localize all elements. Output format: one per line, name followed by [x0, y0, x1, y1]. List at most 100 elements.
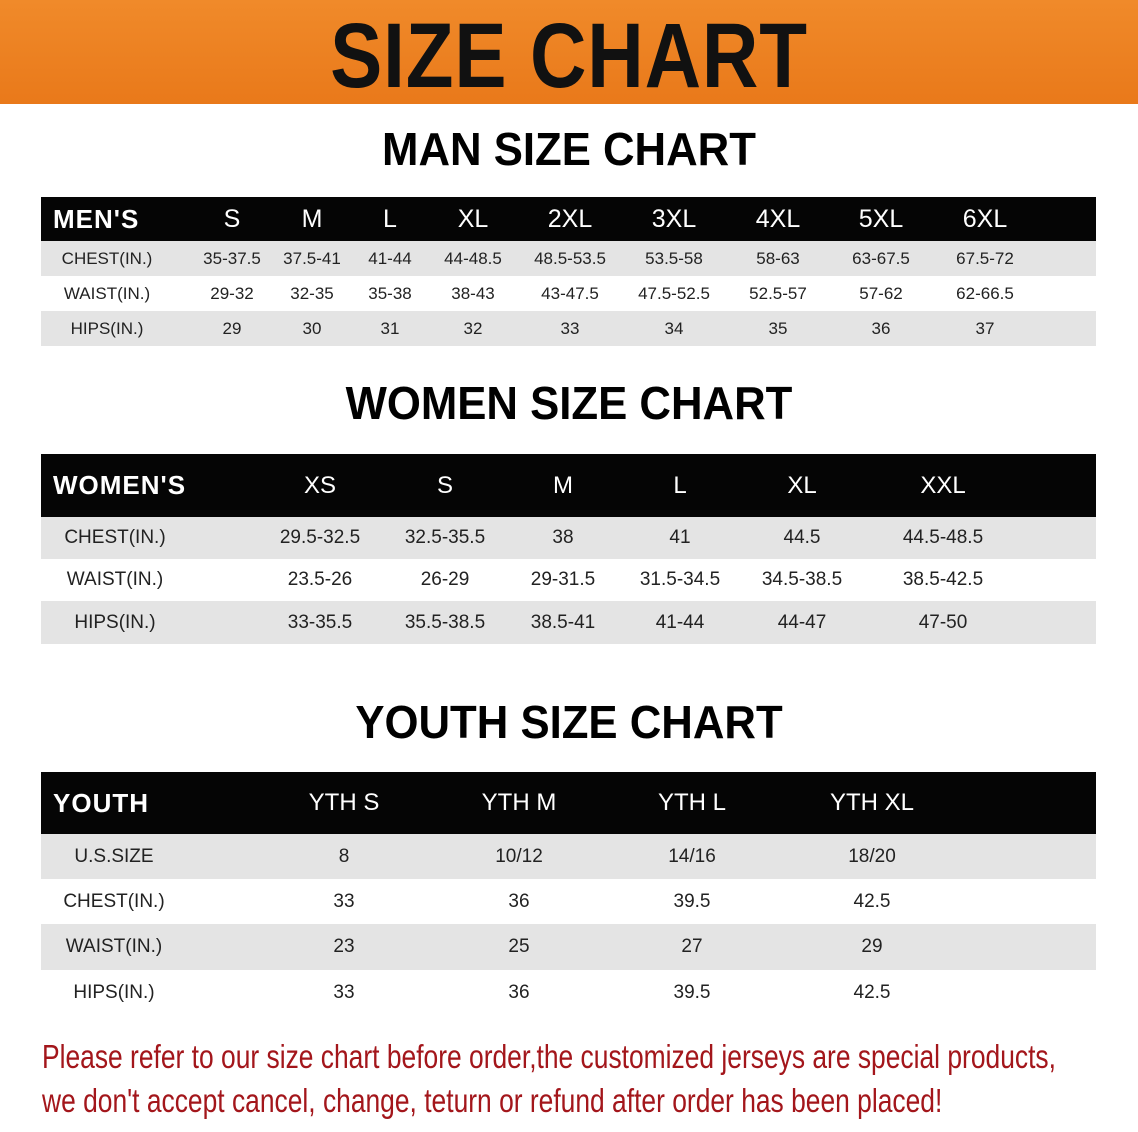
table-cell: 67.5-72 [956, 248, 1014, 268]
table-cell: 29.5-32.5 [279, 527, 361, 548]
table-row: CHEST(IN.) 29.5-32.5 32.5-35.5 38 41 44.5 44.5… [41, 517, 1096, 559]
table-cell: 30 [302, 318, 322, 338]
table-cell: 44-48.5 [444, 248, 502, 268]
table-cell: 41-44 [655, 611, 705, 633]
table-cell: 37.5-41 [283, 248, 341, 268]
notice-line-1: Please refer to our size chart before or… [42, 1038, 1056, 1075]
men-header-row: MEN'S S M L XL 2XL 3XL 4XL 5XL 6XL [41, 197, 1096, 241]
size-column-header: S [223, 204, 241, 233]
table-cell: 33 [333, 890, 355, 912]
table-row: WAIST(IN.) 29-32 32-35 35-38 38-43 43-47.5 47.… [41, 276, 1096, 311]
table-cell: 23 [333, 936, 355, 957]
table-cell: 41-44 [368, 248, 412, 268]
table-cell: 44.5-48.5 [902, 527, 984, 548]
size-column-header: 2XL [547, 204, 593, 233]
size-column-header: M [553, 471, 573, 499]
size-column-header: 4XL [755, 204, 801, 233]
size-column-header: 5XL [858, 204, 904, 233]
table-row: WAIST(IN.) 23.5-26 26-29 29-31.5 31.5-34.5 34… [41, 559, 1096, 601]
women-header-row: WOMEN'S XS S M L XL XXL [41, 454, 1096, 517]
table-cell: 10/12 [495, 845, 543, 867]
size-column-header: L [383, 204, 397, 233]
table-cell: 39.5 [673, 981, 711, 1003]
table-row: CHEST(IN.) 33 36 39.5 42.5 [41, 879, 1096, 924]
size-column-header: L [673, 471, 687, 499]
table-row: WAIST(IN.) 23 25 27 29 [41, 924, 1096, 970]
table-cell: 53.5-58 [645, 248, 703, 268]
table-cell: 44-47 [777, 611, 827, 633]
measurement-label: HIPS(IN.) [73, 981, 155, 1003]
table-cell: 31 [380, 318, 400, 338]
youth-header-label: YOUTH [53, 787, 149, 818]
table-cell: 27 [681, 936, 703, 957]
size-column-header: XL [787, 471, 817, 499]
table-cell: 35 [768, 318, 788, 338]
youth-section-title: YOUTH SIZE CHART [355, 696, 783, 748]
table-cell: 42.5 [853, 981, 891, 1003]
table-row: CHEST(IN.) 35-37.5 37.5-41 41-44 44-48.5 48.5… [41, 241, 1096, 276]
table-cell: 33 [333, 981, 355, 1003]
measurement-label: CHEST(IN.) [64, 527, 166, 548]
size-column-header: 6XL [962, 204, 1008, 233]
table-cell: 42.5 [853, 890, 891, 912]
measurement-label: WAIST(IN.) [63, 283, 151, 303]
table-cell: 18/20 [848, 845, 896, 867]
table-cell: 31.5-34.5 [639, 569, 721, 590]
men-section-title: MAN SIZE CHART [382, 123, 756, 175]
table-cell: 41 [669, 527, 691, 548]
size-column-header: YTH XL [829, 789, 915, 816]
table-cell: 8 [338, 845, 350, 867]
women-header-label: WOMEN'S [53, 470, 187, 500]
men-size-table: MEN'S S M L XL 2XL 3XL 4XL 5XL 6XL CHEST(IN.) 35-37… [41, 197, 1096, 346]
measurement-label: CHEST(IN.) [63, 890, 165, 912]
table-row: HIPS(IN.) 33 36 39.5 42.5 [41, 970, 1096, 1015]
table-cell: 33-35.5 [287, 611, 353, 633]
table-cell: 29-31.5 [530, 569, 596, 590]
size-column-header: XL [457, 204, 489, 233]
size-column-header: XXL [920, 471, 966, 499]
women-section-title: WOMEN SIZE CHART [345, 377, 793, 429]
table-cell: 35-38 [368, 283, 412, 303]
measurement-label: WAIST(IN.) [65, 936, 163, 957]
table-cell: 36 [508, 890, 530, 912]
table-row: HIPS(IN.) 29 30 31 32 33 34 35 36 37 [41, 311, 1096, 346]
measurement-label: U.S.SIZE [74, 845, 154, 867]
table-cell: 36 [871, 318, 891, 338]
measurement-label: HIPS(IN.) [74, 611, 156, 633]
table-row: U.S.SIZE 8 10/12 14/16 18/20 [41, 834, 1096, 879]
table-cell: 38.5-41 [530, 611, 596, 633]
measurement-label: WAIST(IN.) [66, 569, 164, 590]
table-cell: 57-62 [859, 283, 903, 303]
notice-line-2: we don't accept cancel, change, teturn o… [42, 1082, 943, 1119]
size-column-header: 3XL [651, 204, 697, 233]
size-column-header: XS [303, 471, 337, 499]
table-cell: 25 [508, 936, 530, 957]
table-cell: 34.5-38.5 [761, 569, 843, 590]
size-column-header: YTH M [481, 789, 557, 816]
size-column-header: YTH S [308, 789, 380, 816]
table-cell: 35-37.5 [203, 248, 261, 268]
youth-header-row: YOUTH YTH S YTH M YTH L YTH XL [41, 772, 1096, 834]
table-cell: 38 [552, 527, 574, 548]
table-cell: 26-29 [420, 569, 470, 590]
table-cell: 39.5 [673, 890, 711, 912]
page-title: SIZE CHART [330, 5, 808, 107]
measurement-label: HIPS(IN.) [70, 318, 144, 338]
table-cell: 34 [664, 318, 684, 338]
table-cell: 38-43 [451, 283, 495, 303]
men-header-label: MEN'S [53, 203, 140, 234]
table-cell: 14/16 [668, 845, 716, 867]
table-cell: 36 [508, 981, 530, 1003]
table-cell: 33 [560, 318, 580, 338]
table-cell: 52.5-57 [749, 283, 807, 303]
table-cell: 58-63 [756, 248, 800, 268]
youth-size-table: YOUTH YTH S YTH M YTH L YTH XL U.S.SIZE 8 10/12… [41, 772, 1096, 1015]
table-cell: 48.5-53.5 [534, 248, 606, 268]
table-cell: 63-67.5 [852, 248, 910, 268]
table-cell: 29 [861, 936, 883, 957]
table-cell: 32-35 [290, 283, 334, 303]
size-column-header: YTH L [657, 789, 727, 816]
table-cell: 43-47.5 [541, 283, 599, 303]
table-cell: 29 [222, 318, 242, 338]
table-cell: 37 [975, 318, 995, 338]
